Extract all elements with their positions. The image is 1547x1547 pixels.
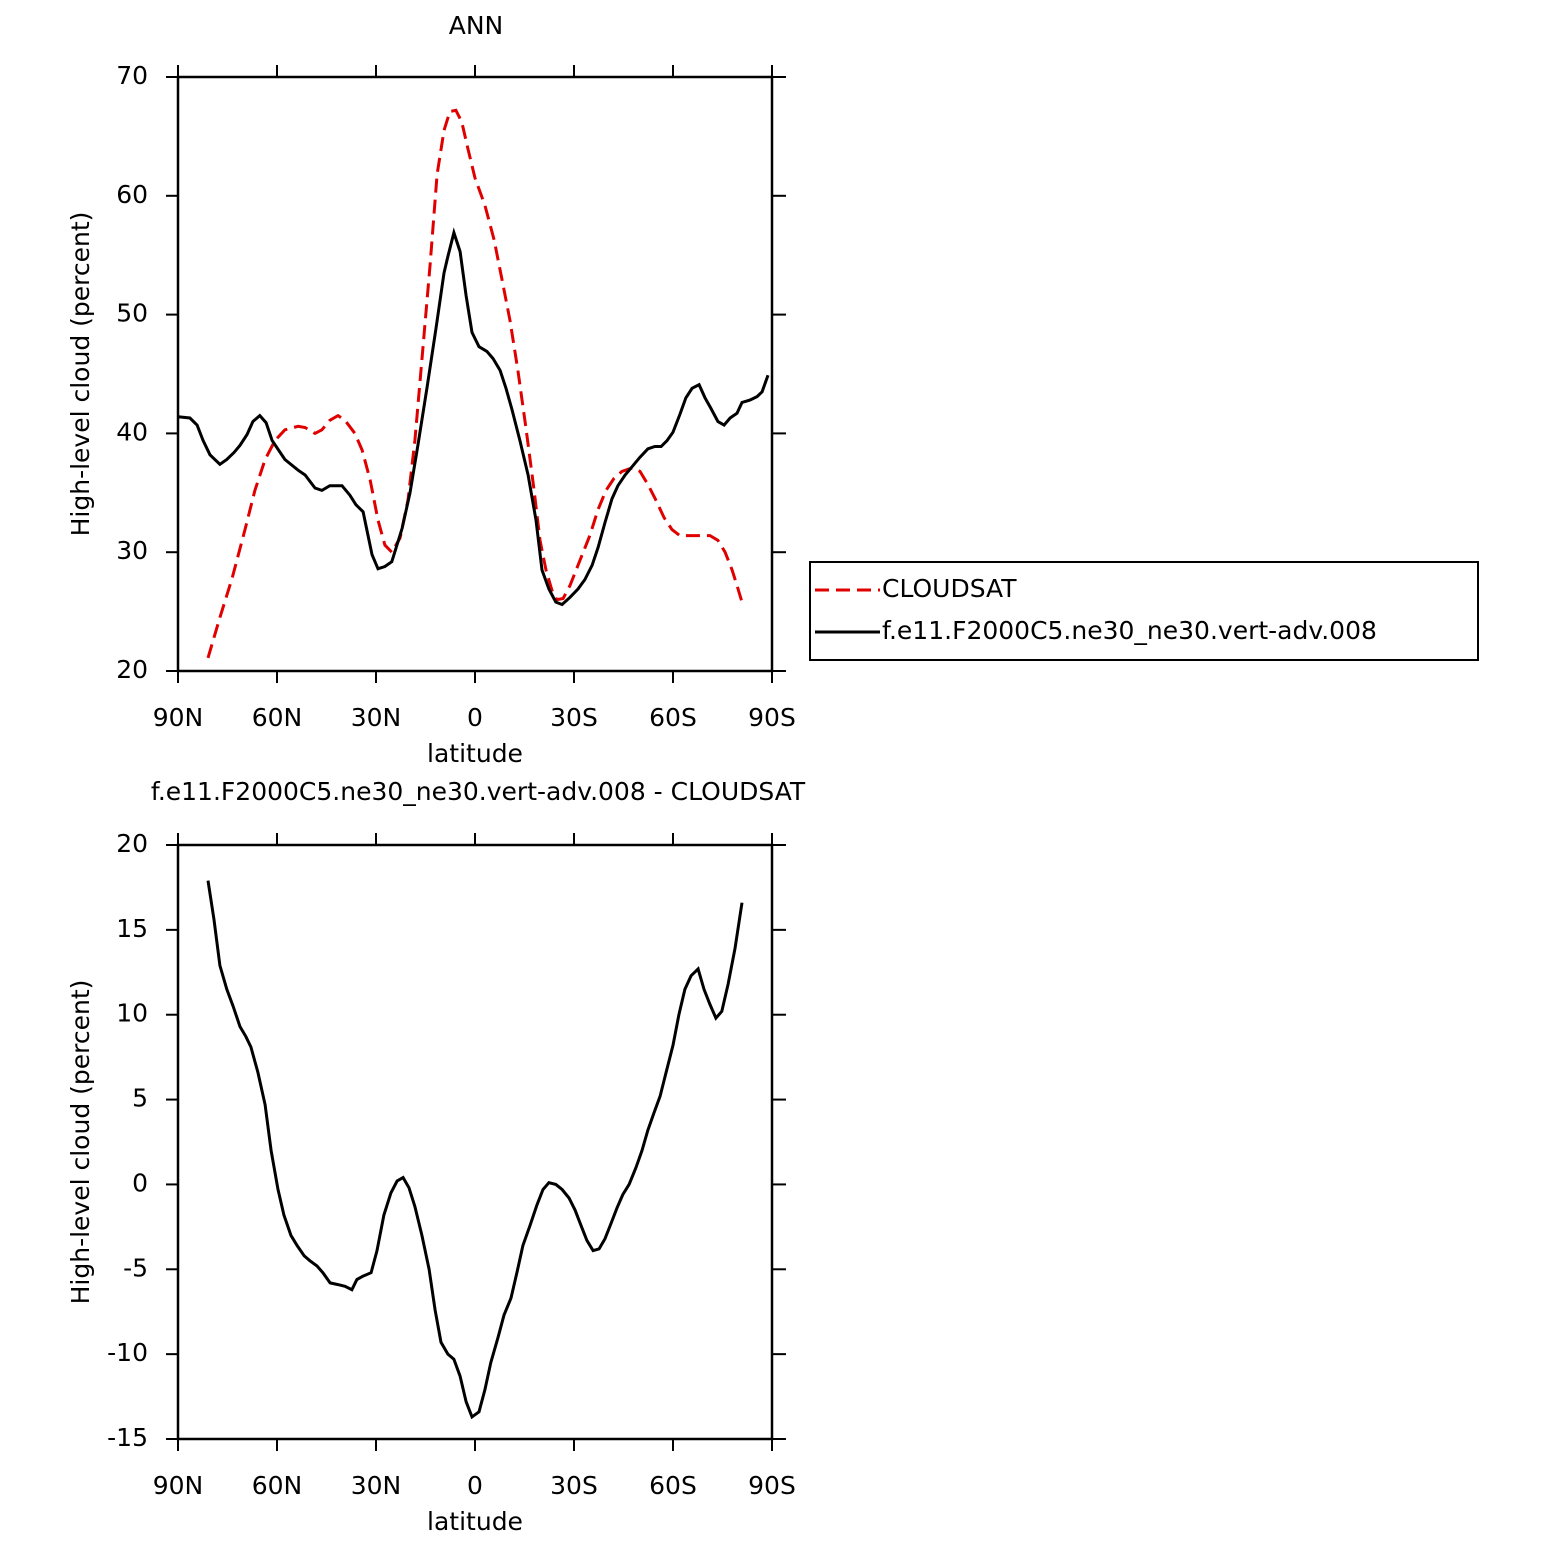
data-line [206, 108, 744, 659]
x-tick-label: 90S [748, 703, 796, 732]
y-tick-label: 30 [116, 536, 148, 565]
data-line [206, 880, 744, 1420]
legend-label: f.e11.F2000C5.ne30_ne30.vert-adv.008 [882, 616, 1377, 645]
x-tick-label: 30S [550, 703, 598, 732]
x-tick-label: 30N [351, 703, 402, 732]
x-tick-label: 60N [252, 1471, 303, 1500]
y-tick-label: 60 [116, 180, 148, 209]
x-tick-label: 90N [153, 1471, 204, 1500]
y-tick-label: -10 [107, 1338, 148, 1367]
y-tick-label: 50 [116, 299, 148, 328]
y-tick-label: 10 [116, 999, 148, 1028]
y-axis-label: High-level cloud (percent) [66, 980, 95, 1305]
y-tick-label: 5 [132, 1084, 148, 1113]
x-tick-label: 90S [748, 1471, 796, 1500]
y-tick-label: 0 [132, 1168, 148, 1197]
chart-title: ANN [449, 11, 504, 40]
data-line [177, 227, 770, 607]
x-tick-label: 0 [467, 703, 483, 732]
y-tick-label: 15 [116, 914, 148, 943]
y-tick-label: 70 [116, 61, 148, 90]
y-axis-label: High-level cloud (percent) [66, 212, 95, 537]
y-tick-label: 20 [116, 655, 148, 684]
legend-box [809, 561, 1479, 661]
y-tick-label: 40 [116, 417, 148, 446]
legend: CLOUDSAT f.e11.F2000C5.ne30_ne30.vert-adv… [809, 561, 1479, 661]
plot-frame [176, 75, 774, 673]
x-tick-label: 60N [252, 703, 303, 732]
y-tick-label: 20 [116, 829, 148, 858]
x-tick-label: 90N [153, 703, 204, 732]
x-tick-label: 0 [467, 1471, 483, 1500]
x-tick-label: 60S [649, 1471, 697, 1500]
plot-frame [176, 843, 774, 1441]
y-tick-label: -5 [123, 1253, 148, 1282]
x-axis-label: latitude [427, 739, 523, 768]
x-tick-label: 30N [351, 1471, 402, 1500]
y-tick-label: -15 [107, 1423, 148, 1452]
x-axis-label: latitude [427, 1507, 523, 1536]
chart-title: f.e11.F2000C5.ne30_ne30.vert-adv.008 - C… [151, 777, 806, 806]
x-tick-label: 30S [550, 1471, 598, 1500]
x-tick-label: 60S [649, 703, 697, 732]
legend-label: CLOUDSAT [882, 574, 1017, 603]
